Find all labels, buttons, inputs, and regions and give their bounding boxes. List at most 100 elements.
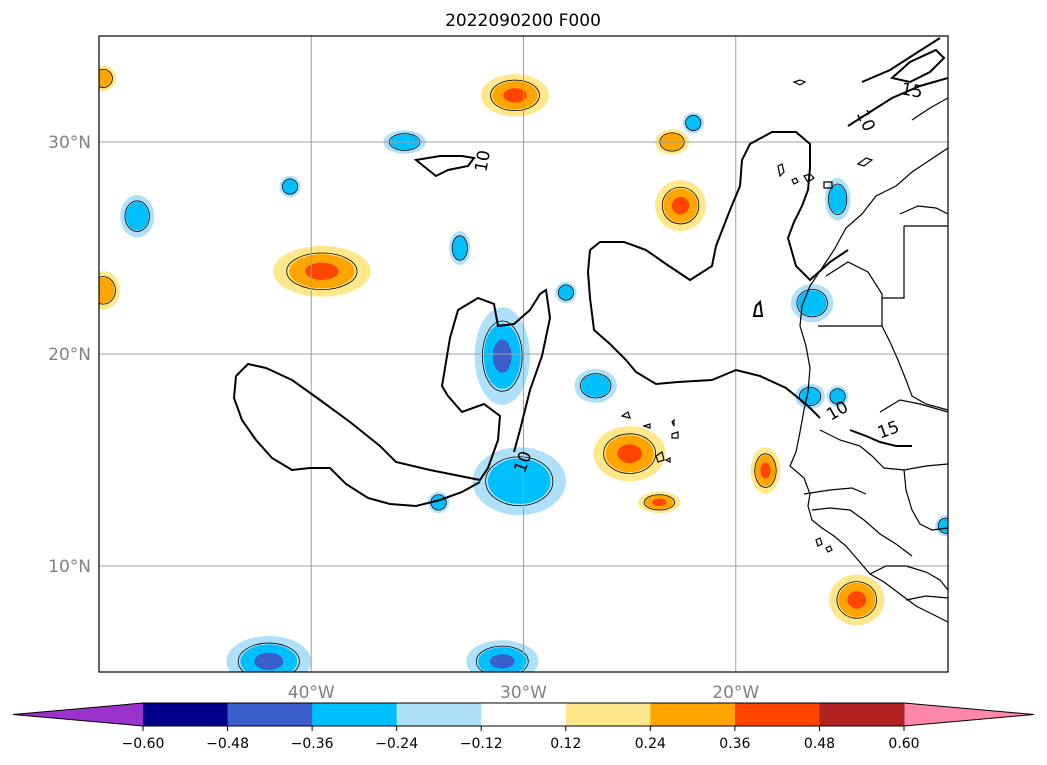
colorbar-tick-label: −0.48 [206,736,249,752]
colorbar-segment [734,703,820,726]
anomaly-blob-16 [682,112,704,134]
anomaly-blob-20 [824,178,851,221]
map-frame [98,35,949,673]
colorbar-tick-label: 0.60 [888,736,919,752]
coastlines [620,79,948,623]
isoline-10-north [847,77,948,127]
anomaly-blob-outline [643,494,676,511]
colorbar-tick-label: −0.24 [375,736,418,752]
colorbar-tick-label: 0.48 [804,736,835,752]
latitude-label: 10°N [48,557,91,577]
anomaly-blob-5 [273,245,371,297]
anomaly-blob-outline [286,252,358,291]
colorbar-tick-label: −0.36 [291,736,334,752]
coastline-iberia [911,97,948,121]
anomaly-blob-level [99,277,115,304]
anomaly-blob-9 [829,574,885,626]
island-canary-6 [791,177,799,185]
anomaly-blob-2 [481,74,549,117]
isoline-10-small [413,155,476,178]
anomaly-blob-6 [593,426,666,482]
anomaly-blob-level [125,201,149,231]
longitude-label: 20°W [712,683,759,703]
island-bijagos [815,537,833,553]
anomaly-blob-outline [661,186,700,225]
anomaly-blob-15 [474,307,530,405]
anomaly-blob-level [99,69,112,87]
anomaly-blob-outline [754,453,777,488]
border-mali-guinea [903,469,948,531]
anomaly-blob-outline [685,114,702,131]
figure-title: 2022090200 F000 [445,11,601,31]
anomaly-blob-outline [485,456,554,507]
colorbar-segment [227,703,313,726]
island-canary-2 [777,163,785,178]
anomaly-blob-level [652,498,667,507]
isoline-15-north [861,37,941,83]
island-canary-1 [792,79,807,86]
border-senegal [819,429,948,471]
anomaly-blob-level [487,458,551,504]
isoline-15-loop [889,48,946,84]
anomaly-blob-25 [226,635,312,672]
anomaly-blob-outline [937,517,948,534]
anomaly-blob-23 [827,385,849,407]
isoline-10-east-south [586,249,821,419]
colorbar-segment [143,703,229,726]
anomaly-blob-14 [555,281,577,304]
colorbar-tick-label: −0.12 [460,736,503,752]
island-cape-verde-5 [664,457,671,463]
island-cape-verde-3 [671,431,679,439]
anomaly-blob-outline [475,645,529,672]
anomaly-blob-level [503,88,527,103]
anomaly-blob-outline [124,200,150,232]
latitude-labels: 30°N 20°N 10°N [48,133,91,577]
anomaly-blob-8 [750,447,781,494]
colorbar-segment [650,703,736,726]
colorbar-segment [312,703,398,726]
anomaly-blob-outline [451,235,468,261]
anomaly-blob-17 [574,368,617,403]
anomaly-blob-outline [281,178,299,195]
anomaly-blob-level [830,389,845,404]
anomaly-blob-level [671,196,690,215]
anomaly-blob-outline [579,373,612,399]
anomaly-blob-level [581,374,610,398]
anomaly-blob-level [282,179,298,194]
isoline-10-east [589,131,849,282]
longitude-label: 30°W [500,683,547,703]
colorbar-segment [819,703,905,726]
anomaly-blob-19 [472,447,566,516]
anomaly-blob-13 [449,231,471,265]
anomaly-blob-21 [790,284,834,323]
anomaly-blob-level [305,262,339,280]
isoline-10-main [235,288,552,482]
border-guinea [811,507,913,557]
colorbar-segment [565,703,651,726]
isoline-label: 15 [900,79,925,102]
coastline-morocco-north [899,205,948,215]
anomaly-blob-22 [795,383,825,410]
anomaly-blob-outline [482,320,523,392]
colorbar-tick-label: 0.24 [635,736,666,752]
border-algeria-west [882,226,905,299]
border-western-sahara [818,261,883,327]
latitude-label: 30°N [48,133,91,153]
colorbar: −0.60 −0.48 −0.36 −0.24 −0.12 0.12 0.24 0.36 0.4… [12,702,1035,752]
anomaly-blob-outline [99,68,113,88]
border-gambia [803,487,867,495]
colorbar-tick-label: 0.12 [550,736,581,752]
longitude-label: 40°W [288,683,335,703]
anomaly-blob-outline [798,386,822,406]
island-cape-verde-6 [671,418,675,427]
isoline-15-se [849,429,912,447]
longitude-labels: 40°W 30°W 20°W [288,683,760,703]
island-cape-verde-4 [655,451,665,463]
colorbar-over-extension [904,703,1034,726]
coastline-africa-west [789,147,948,623]
anomaly-blob-24 [935,515,948,537]
anomaly-blob-outline [836,581,877,619]
anomaly-blob-outline [828,183,848,215]
island-canary-5 [856,157,874,167]
